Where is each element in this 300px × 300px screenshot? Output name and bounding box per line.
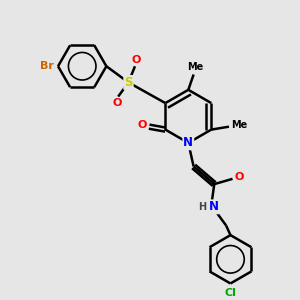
- Text: O: O: [138, 120, 147, 130]
- Text: O: O: [234, 172, 244, 182]
- Text: N: N: [183, 136, 193, 149]
- Text: Me: Me: [187, 62, 203, 72]
- Text: Cl: Cl: [224, 288, 236, 298]
- Text: O: O: [132, 55, 141, 65]
- Text: N: N: [209, 200, 219, 213]
- Text: Me: Me: [231, 120, 248, 130]
- Text: O: O: [112, 98, 122, 108]
- Text: S: S: [124, 76, 133, 89]
- Text: Br: Br: [40, 61, 54, 71]
- Text: H: H: [198, 202, 206, 212]
